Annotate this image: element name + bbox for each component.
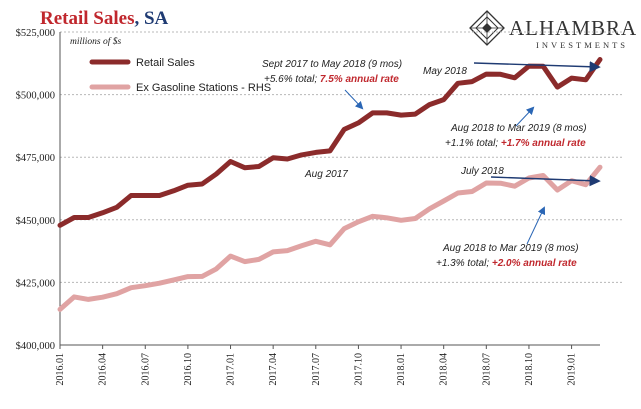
annotation-arrows (344, 61, 601, 245)
chart-title-main: Retail Sales (40, 8, 134, 29)
trend-arrow-exgas-icon (490, 175, 601, 187)
chart-title-suffix: , SA (134, 8, 168, 29)
units-label: millions of $s (70, 36, 122, 47)
x-tick-label: 2017.10 (353, 353, 364, 386)
annotation-text: Sept 2017 to May 2018 (9 mos) (262, 59, 402, 70)
annotations: Sept 2017 to May 2018 (9 mos) +5.6% tota… (262, 59, 587, 269)
y-tick-label: $500,000 (16, 91, 55, 102)
annotation-text: May 2018 (423, 66, 467, 77)
y-tick-label: $400,000 (16, 341, 55, 352)
y-tick-label: $450,000 (16, 216, 55, 227)
x-tick-label: 2017.07 (311, 353, 322, 386)
y-tick-label: $475,000 (16, 153, 55, 164)
arrow-exgas-2018-icon (526, 206, 546, 245)
y-axis: $400,000 $425,000 $450,000 $475,000 $500,000… (16, 28, 61, 352)
annotation-july-2018: July 2018 (460, 166, 504, 177)
annotation-rate-2017: +5.6% total; 7.5% annual rate (264, 74, 399, 85)
annotation-text: +1.7% annual rate (501, 138, 586, 149)
alhambra-logo-mark-icon (469, 10, 505, 46)
x-tick-label: 2018.01 (396, 353, 407, 386)
series-line-retail-sales (57, 57, 603, 228)
series-line-ex-gasoline (57, 164, 603, 312)
annotation-text: +5.6% total; (264, 74, 320, 85)
legend-label-ex-gas: Ex Gasoline Stations - RHS (136, 82, 271, 94)
annotation-text: +2.0% annual rate (492, 258, 577, 269)
annotation-text: Aug 2018 to Mar 2019 (8 mos) (442, 243, 579, 254)
annotation-aug-2017: Aug 2017 (304, 169, 348, 180)
annotation-period-2018-retail: Aug 2018 to Mar 2019 (8 mos) (450, 123, 587, 134)
x-tick-label: 2016.10 (183, 353, 194, 386)
logo-name: ALHAMBRA (509, 16, 637, 40)
x-tick-label: 2016.01 (55, 353, 66, 386)
chart-title: Retail Sales, SA (40, 8, 169, 29)
y-tick-label: $425,000 (16, 278, 55, 289)
x-tick-label: 2018.07 (481, 353, 492, 386)
annotation-text: Aug 2017 (304, 169, 348, 180)
x-tick-label: 2018.10 (524, 353, 535, 386)
annotation-text: July 2018 (460, 166, 504, 177)
arrow-2017-icon (344, 89, 364, 110)
trend-arrow-retail-icon (473, 61, 601, 73)
annotation-may-2018: May 2018 (423, 66, 467, 77)
annotation-text: Aug 2018 to Mar 2019 (8 mos) (450, 123, 587, 134)
arrow-retail-2018-icon (515, 106, 535, 127)
alhambra-logo: ALHAMBRA INVESTMENTS (469, 10, 637, 50)
annotation-text: 7.5% annual rate (320, 74, 399, 85)
annotation-text: +1.1% total; (445, 138, 501, 149)
logo-subtitle: INVESTMENTS (536, 40, 628, 50)
annotation-text: +1.3% total; (436, 258, 492, 269)
x-tick-label: 2019.01 (567, 353, 578, 386)
x-tick-label: 2017.04 (268, 353, 279, 386)
legend: Retail Sales Ex Gasoline Stations - RHS (89, 57, 271, 94)
x-tick-label: 2016.07 (140, 353, 151, 386)
legend-label-retail: Retail Sales (136, 57, 195, 69)
x-axis: 2016.01 2016.04 2016.07 2016.10 2017.01 2017.… (55, 344, 600, 386)
x-tick-label: 2016.04 (98, 353, 109, 386)
annotation-rate-2018-exgas: +1.3% total; +2.0% annual rate (436, 258, 577, 269)
annotation-period-2018-exgas: Aug 2018 to Mar 2019 (8 mos) (442, 243, 579, 254)
y-tick-label: $525,000 (16, 28, 55, 39)
annotation-period-2017: Sept 2017 to May 2018 (9 mos) (262, 59, 402, 70)
x-tick-label: 2017.01 (226, 353, 237, 386)
annotation-rate-2018-retail: +1.1% total; +1.7% annual rate (445, 138, 586, 149)
series-group (57, 57, 603, 312)
x-tick-label: 2018.04 (439, 353, 450, 386)
